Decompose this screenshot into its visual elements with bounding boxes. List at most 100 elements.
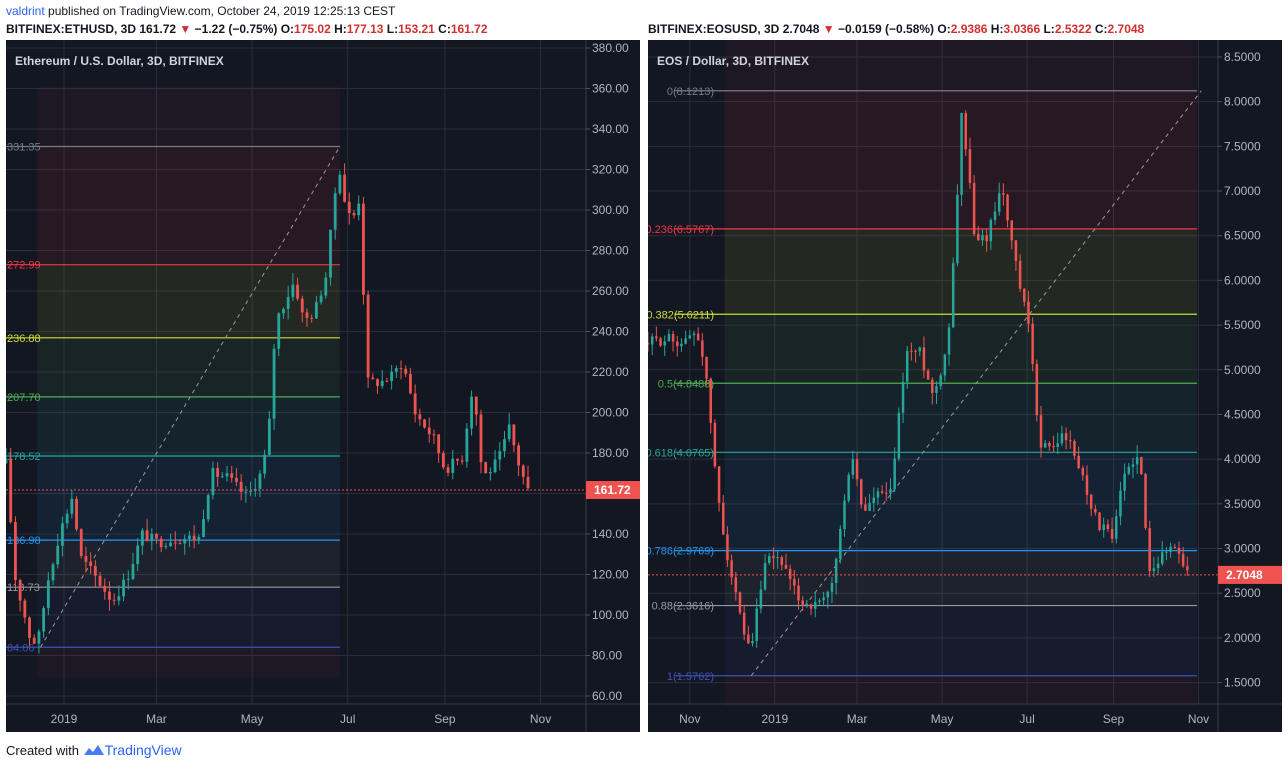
candle-body [37,631,41,644]
footer: Created with TradingView [6,742,182,758]
candle-body [98,575,102,586]
candles [648,110,1189,648]
candle-body [922,347,926,371]
candle-body [75,498,78,530]
price-tick-label: 200.00 [592,406,629,420]
candle-body [427,427,431,435]
candle-body [684,338,687,344]
candle-body [380,380,384,387]
candle-body [751,641,754,644]
publisher-username[interactable]: valdrint [6,4,45,18]
right-symbol[interactable]: BITFINEX:EOSUSD, 3D [648,22,780,36]
tradingview-brand[interactable]: TradingView [104,742,182,758]
candle-body [759,589,763,609]
candle-body [432,434,436,436]
left-last-price: 161.72 [139,22,177,36]
publish-line: valdrint published on TradingView.com, O… [6,4,395,18]
candle-body [1039,415,1043,448]
price-tick-label: 60.00 [592,689,622,703]
candle-body [333,193,337,230]
candle-body [484,462,488,474]
candle-body [390,371,394,381]
candle-body [310,317,314,319]
price-tick-label: 140.00 [592,527,629,541]
candle-body [663,341,666,346]
candle-body [960,112,963,195]
price-tag-box [586,481,640,500]
time-tick-label: May [931,712,954,726]
candle-body [780,557,784,565]
candle-body [399,368,403,370]
candle-body [1085,475,1089,495]
candle-body [738,592,742,613]
candle-body [784,564,788,569]
candle-body [65,513,69,524]
candle-body [1131,464,1135,467]
candle-body [140,530,144,546]
candle-body [192,535,196,541]
fib-zone [37,146,340,265]
price-tick-label: 100.00 [592,608,629,622]
right-low: 2.5322 [1054,22,1092,36]
time-axis[interactable]: Nov 2019 Mar May Jul Sep Nov [679,712,1209,726]
price-tick-label: 8.0000 [1224,95,1261,109]
candle-body [1069,440,1072,442]
candle-body [747,634,750,644]
candle-body [183,538,187,544]
candle-body [897,412,901,459]
tradingview-logo-icon[interactable]: TradingView [83,742,182,758]
eth-chart[interactable]: 331.35 272.99 236.88 207.70 178.52 136.98 113.… [6,40,640,732]
candle-body [32,637,36,644]
left-change: −1.22 (−0.75%) [194,22,278,36]
candle-body [155,533,158,539]
candle-body [338,174,342,194]
candle-body [893,458,896,490]
candle-body [868,503,871,511]
candle-body [173,542,177,544]
candle-body [42,608,46,632]
down-arrow-icon: ▼ [179,22,192,36]
candle-body [1064,433,1068,441]
time-axis[interactable]: 2019 Mar May Jul Sep Nov [51,712,552,726]
candle-body [989,219,993,242]
candle-body [216,468,220,477]
fib-level-label: 0(8.1213) [667,86,714,98]
fib-zones [37,86,340,678]
candle-body [956,194,959,264]
candle-body [1173,546,1177,548]
candle-body [918,347,922,352]
candle-body [211,468,215,496]
candle-body [717,466,721,503]
candle-body [488,472,492,474]
candle-body [1186,566,1189,571]
price-tick-label: 7.5000 [1224,139,1261,153]
candle-body [1165,551,1168,553]
candle-body [655,336,658,339]
candle-body [46,580,50,609]
fib-trend-line [750,90,1202,677]
candle-body [512,424,516,446]
candle-body [272,348,276,419]
left-symbol[interactable]: BITFINEX:ETHUSD, 3D [6,22,137,36]
candle-body [347,201,351,213]
candle-body [855,459,859,480]
fib-zone [37,647,340,678]
price-axis[interactable]: 1.5000 2.0000 2.5000 3.0000 3.5000 4.0000 4.50… [1218,50,1261,690]
right-last-price: 2.7048 [782,22,820,36]
candle-body [244,491,248,493]
candle-body [776,557,779,559]
price-tag-box [1218,565,1282,584]
price-tick-label: 180.00 [592,446,629,460]
candle-body [981,235,984,241]
candle-body [230,473,234,478]
candle-body [809,604,813,609]
fib-zone [37,540,340,588]
fib-zone [724,228,1198,315]
candle-body [239,481,243,492]
price-tick-label: 240.00 [592,325,629,339]
candle-body [1018,260,1022,289]
fib-zone [37,587,340,648]
eos-chart[interactable]: 0(8.1213) 0.236(6.5767) 0.382(5.6211) 0.5(4… [648,40,1282,732]
candle-body [726,534,729,561]
fib-level-label: 136.98 [7,535,41,547]
